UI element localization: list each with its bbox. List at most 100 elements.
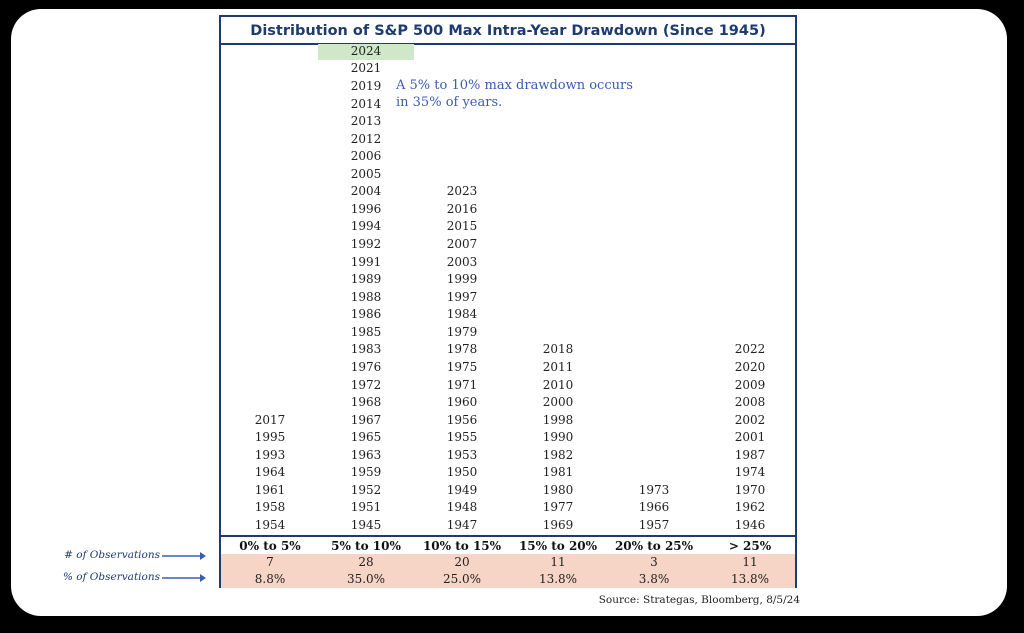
year-cell: 1980 — [542, 482, 574, 497]
source-note: Source: Strategas, Bloomberg, 8/5/24 — [598, 594, 800, 606]
annotation: A 5% to 10% max drawdown occurs in 35% o… — [396, 77, 633, 111]
observation-count: 28 — [358, 555, 374, 569]
year-cell: 2007 — [446, 237, 478, 252]
year-cell: 2018 — [542, 342, 574, 357]
year-cell: 1946 — [734, 518, 766, 532]
year-cell: 1987 — [734, 447, 766, 462]
year-cell: 1953 — [446, 447, 478, 462]
bin-label: 15% to 20% — [518, 539, 598, 553]
year-cell: 1948 — [446, 500, 478, 515]
year-cell: 2009 — [734, 377, 766, 392]
year-cell: 1973 — [638, 482, 670, 497]
year-cell: 2011 — [542, 359, 574, 374]
year-cell: 2001 — [734, 430, 766, 445]
observation-percent: 13.8% — [538, 572, 578, 586]
year-cell: 2014 — [350, 96, 382, 111]
year-cell: 1977 — [542, 500, 574, 515]
year-cell: 2008 — [734, 395, 766, 410]
year-cell: 1975 — [446, 359, 478, 374]
year-cell: 1971 — [446, 377, 478, 392]
year-cell: 1952 — [350, 482, 382, 497]
year-cell: 1995 — [254, 430, 286, 445]
year-cell: 1945 — [350, 518, 382, 532]
observation-count: 7 — [266, 555, 274, 569]
year-cell: 2000 — [542, 395, 574, 410]
year-cell: 1955 — [446, 430, 478, 445]
observation-percent: 3.8% — [638, 572, 670, 586]
year-cell: 1957 — [638, 518, 670, 532]
year-cell: 2022 — [734, 342, 766, 357]
year-cell: 1988 — [350, 289, 382, 304]
observations-band: 7 8.8% 28 35.0% 20 25.0% 11 13.8% 3 3.8% 11 13.8% — [221, 554, 795, 588]
year-cell: 1956 — [446, 412, 478, 427]
observation-percent: 13.8% — [730, 572, 770, 586]
bin-label: 5% to 10% — [331, 539, 401, 553]
annotation-line-1: A 5% to 10% max drawdown occurs — [396, 78, 633, 93]
year-cell: 1981 — [542, 465, 574, 480]
year-cell: 1994 — [350, 219, 382, 234]
bin-label: > 25% — [728, 539, 772, 553]
count-arrow-icon — [162, 552, 206, 560]
year-cell: 2019 — [350, 79, 382, 93]
annotation-line-2: in 35% of years. — [396, 95, 503, 110]
year-cell: 1989 — [350, 272, 382, 287]
count-row-label: # of Observations — [64, 549, 160, 561]
year-cell: 1992 — [350, 237, 382, 252]
bin-label: 0% to 5% — [239, 539, 301, 553]
year-cell: 2015 — [446, 219, 478, 234]
year-cell: 1976 — [350, 359, 382, 374]
year-cell: 2005 — [350, 166, 382, 181]
year-cell: 2004 — [350, 184, 382, 199]
year-cell: 1997 — [446, 289, 478, 304]
year-cell: 1968 — [350, 395, 382, 410]
year-cell: 1958 — [254, 500, 286, 515]
bin-labels-row: 0% to 5% 5% to 10% 10% to 15% 15% to 20% 20%… — [221, 535, 795, 554]
year-cell: 2023 — [446, 184, 478, 199]
year-cell: 1991 — [350, 254, 382, 269]
year-cell: 1970 — [734, 482, 766, 497]
year-cell: 1985 — [350, 324, 382, 339]
year-cell: 1966 — [638, 500, 670, 515]
observation-count: 11 — [742, 555, 758, 569]
year-cell: 1954 — [254, 518, 286, 532]
card-background — [11, 9, 1007, 616]
year-cell: 1972 — [350, 377, 382, 392]
year-cell: 1983 — [350, 342, 382, 357]
bin-label: 20% to 25% — [614, 539, 694, 553]
year-cell: 1951 — [350, 500, 382, 515]
observation-count: 3 — [650, 555, 658, 569]
year-cell: 1962 — [734, 500, 766, 515]
year-cell: 1974 — [734, 465, 766, 480]
year-cell: 2010 — [542, 377, 574, 392]
year-cell: 1998 — [542, 412, 574, 427]
year-cell: 2006 — [350, 149, 382, 164]
year-cell: 1959 — [350, 465, 382, 480]
percent-arrow-icon — [162, 574, 206, 582]
year-cell: 1993 — [254, 447, 286, 462]
observation-count: 20 — [454, 555, 470, 569]
observation-percent: 8.8% — [254, 572, 286, 586]
year-cell: 2016 — [446, 201, 478, 216]
bin-label: 10% to 15% — [422, 539, 502, 553]
highlighted-year-marker — [318, 44, 414, 60]
year-cell: 2003 — [446, 254, 478, 269]
year-cell: 2012 — [350, 131, 382, 146]
year-cell: 1999 — [446, 272, 478, 287]
year-cell: 1986 — [350, 307, 382, 322]
observation-percent: 35.0% — [346, 572, 386, 586]
year-cell: 1960 — [446, 395, 478, 410]
year-cell: 2017 — [254, 412, 286, 427]
observation-percent: 25.0% — [442, 572, 482, 586]
year-cell: 2024 — [350, 43, 382, 58]
year-cell: 1961 — [254, 482, 286, 497]
year-cell: 1978 — [446, 342, 478, 357]
year-cell: 1982 — [542, 447, 574, 462]
chart-title: Distribution of S&P 500 Max Intra-Year D… — [221, 17, 795, 45]
year-cell: 2021 — [350, 61, 382, 76]
year-cell: 1967 — [350, 412, 382, 427]
year-cell: 1965 — [350, 430, 382, 445]
year-cell: 1963 — [350, 447, 382, 462]
percent-row-label: % of Observations — [62, 571, 160, 583]
year-cell: 1979 — [446, 324, 478, 339]
year-cell: 2020 — [734, 359, 766, 374]
